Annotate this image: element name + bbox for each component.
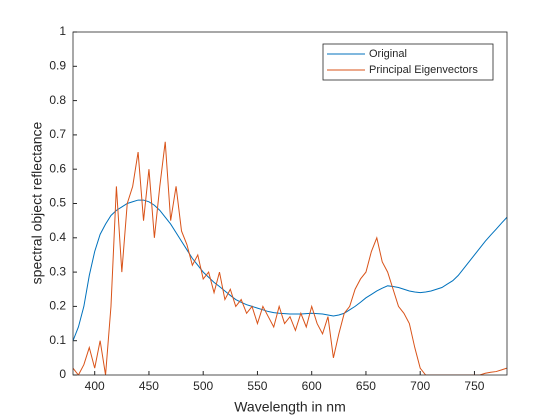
y-tick-label: 0.6 <box>49 161 66 175</box>
y-tick-label: 1 <box>59 24 66 38</box>
axes-box <box>72 31 508 376</box>
y-axis-label: spectral object reflectance <box>29 121 45 284</box>
legend-label: Original <box>369 48 407 60</box>
y-tick-label: 0.1 <box>49 333 66 347</box>
line-series <box>73 141 507 375</box>
x-tick-label: 400 <box>85 379 105 393</box>
x-tick-label: 650 <box>356 379 376 393</box>
y-tick-label: 0.5 <box>49 196 66 210</box>
legend-box <box>322 43 494 81</box>
y-tick-label: 0.3 <box>49 264 66 278</box>
x-tick-label: 500 <box>193 379 213 393</box>
x-tick-label: 550 <box>247 379 267 393</box>
x-tick-label: 600 <box>302 379 322 393</box>
y-tick-label: 0.4 <box>49 230 66 244</box>
x-tick-label: 750 <box>464 379 484 393</box>
y-tick-label: 0.7 <box>49 127 66 141</box>
y-tick-label: 0.2 <box>49 299 66 313</box>
line-series <box>73 199 507 341</box>
x-tick-label: 450 <box>139 379 159 393</box>
y-tick-label: 0.9 <box>49 58 66 72</box>
x-axis-label: Wavelength in nm <box>234 399 346 415</box>
y-tick-label: 0.8 <box>49 93 66 107</box>
y-tick-label: 0 <box>59 367 66 381</box>
x-tick-label: 700 <box>410 379 430 393</box>
legend-label: Principal Eigenvectors <box>369 64 478 76</box>
